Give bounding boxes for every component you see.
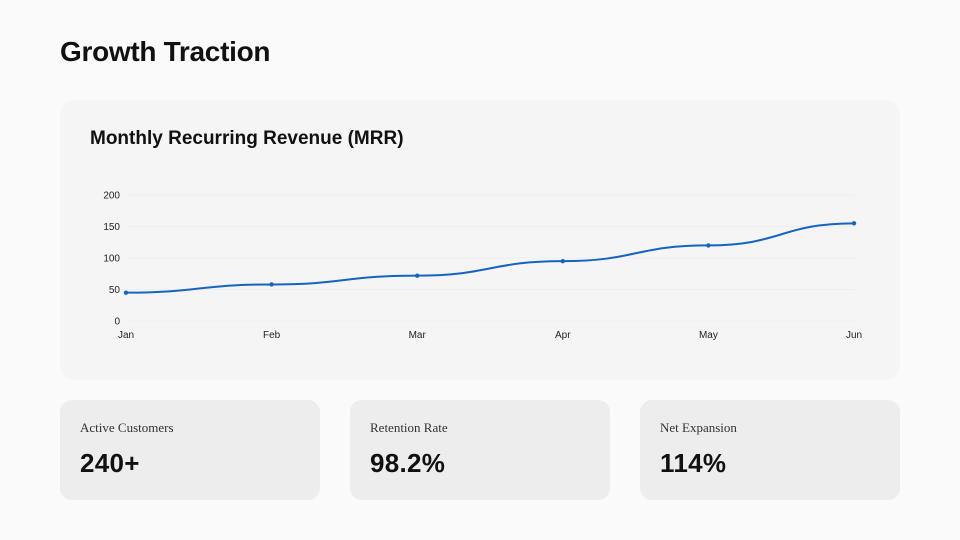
x-tick-label: Apr <box>555 330 571 341</box>
x-tick-label: Jun <box>846 330 862 341</box>
metric-card-net-expansion: Net Expansion 114% <box>640 400 900 500</box>
metric-label: Net Expansion <box>660 420 737 435</box>
metric-card-active-customers: Active Customers 240+ <box>60 400 320 500</box>
x-tick-label: May <box>699 330 718 341</box>
metric-value: 114% <box>660 448 727 478</box>
y-tick-label: 150 <box>103 222 120 233</box>
metric-card-retention-rate: Retention Rate 98.2% <box>350 400 610 500</box>
data-point <box>415 273 420 278</box>
y-tick-label: 50 <box>109 285 121 296</box>
series-line-mrr <box>125 222 855 294</box>
data-point <box>123 290 129 295</box>
data-point <box>560 258 565 264</box>
x-tick-label: Feb <box>263 330 281 341</box>
metric-value: 98.2% <box>370 448 446 478</box>
data-point <box>706 243 711 248</box>
y-tick-label: 100 <box>103 254 120 265</box>
x-tick-label: Mar <box>409 330 427 341</box>
x-tick-label: Jan <box>118 330 134 341</box>
y-tick-label: 0 <box>114 317 120 328</box>
mrr-line-chart: 0 50 100 150 200 Jan Feb Mar Apr May Jun <box>103 191 862 342</box>
data-point <box>851 221 857 226</box>
chart-title: Monthly Recurring Revenue (MRR) <box>90 128 404 149</box>
data-point <box>269 282 274 287</box>
metric-label: Retention Rate <box>370 420 448 435</box>
page-title: Growth Traction <box>60 36 271 67</box>
metric-value: 240+ <box>80 448 140 478</box>
mrr-chart-card: Monthly Recurring Revenue (MRR) 0 50 100 15… <box>60 100 900 380</box>
metric-label: Active Customers <box>80 420 174 435</box>
y-tick-label: 200 <box>103 191 120 202</box>
